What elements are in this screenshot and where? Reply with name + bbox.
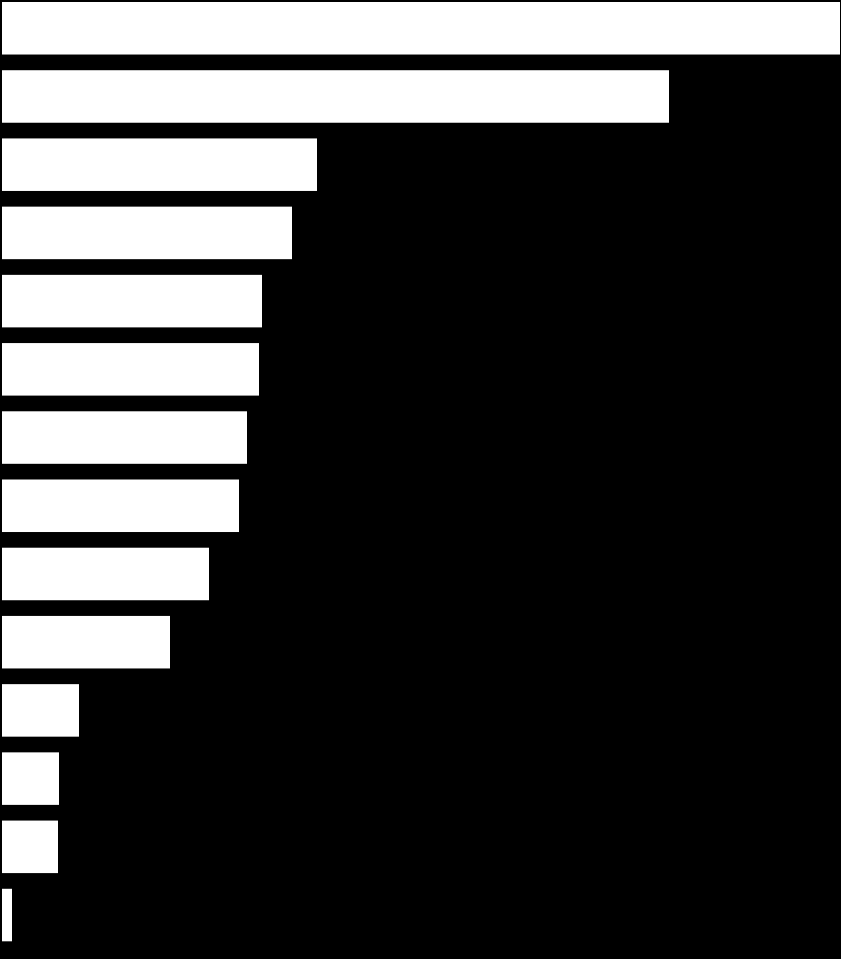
bar [2, 479, 239, 533]
bar [2, 2, 840, 55]
bar [2, 615, 170, 669]
bar [2, 752, 59, 805]
bar [2, 343, 259, 396]
bar [2, 547, 209, 601]
bar [2, 206, 292, 260]
bar [2, 820, 58, 874]
bar [2, 274, 262, 328]
bar [2, 138, 317, 191]
bar [2, 70, 669, 123]
bar [2, 684, 79, 737]
bar [2, 411, 247, 464]
bar [2, 888, 12, 942]
